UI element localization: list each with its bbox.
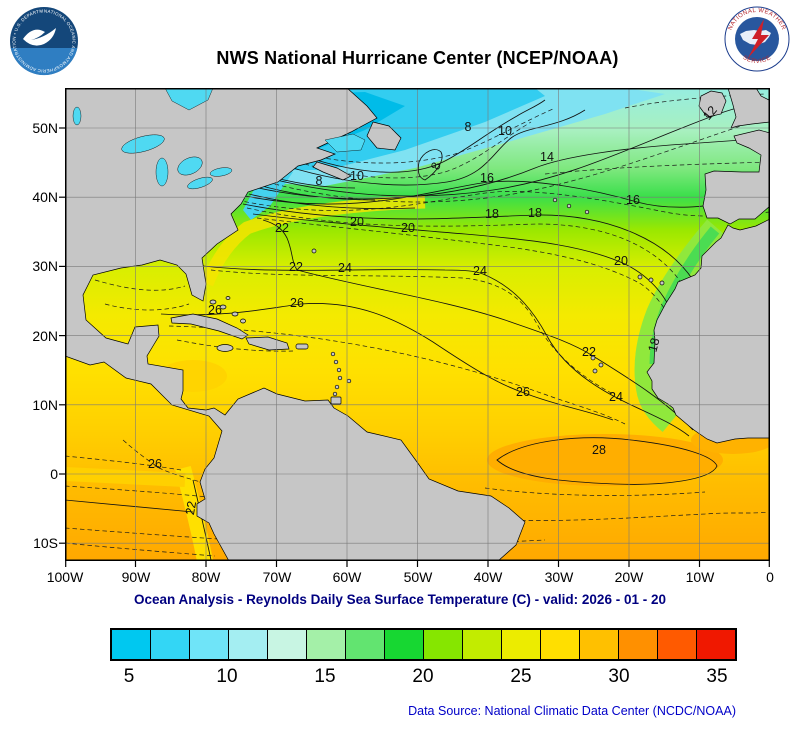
inland-water	[72, 88, 366, 190]
land	[65, 88, 770, 561]
noaa-gull-icon	[23, 28, 56, 46]
colorbar-cell	[423, 630, 462, 659]
lon-label: 100W	[46, 569, 84, 585]
land-puerto-rico	[295, 343, 309, 350]
colorbar-tick-label: 15	[314, 666, 336, 687]
lake-winnipeg	[72, 106, 82, 126]
nws-lightning-icon	[748, 19, 769, 58]
colorbar-cell	[345, 630, 384, 659]
lon-label: 90W	[121, 569, 151, 585]
lon-axis-ticks	[65, 561, 770, 567]
lat-label: 0	[50, 466, 58, 482]
colorbar-cell	[462, 630, 501, 659]
colorbar-tick-label: 35	[706, 666, 728, 687]
land-hispaniola	[245, 336, 290, 351]
colorbar	[110, 628, 737, 661]
colorbar-cell	[501, 630, 540, 659]
lon-label: 10W	[685, 569, 715, 585]
hudson-bay	[164, 88, 214, 111]
colorbar-cell	[267, 630, 306, 659]
colorbar-tick-label: 10	[216, 666, 238, 687]
lat-label: 30N	[32, 258, 58, 274]
lon-label: 40W	[473, 569, 503, 585]
nws-ring-text-bottom: SERVICE	[742, 55, 772, 65]
colorbar-cell	[112, 630, 150, 659]
data-source-note: Data Source: National Climatic Data Cent…	[408, 704, 736, 718]
map-caption: Ocean Analysis - Reynolds Daily Sea Surf…	[134, 592, 666, 607]
lake-michigan	[155, 157, 169, 187]
land-cuba	[170, 313, 249, 340]
lake-ontario	[209, 167, 233, 177]
lon-label: 0	[766, 569, 774, 585]
lon-label: 30W	[544, 569, 574, 585]
land-britain	[727, 88, 770, 129]
noaa-logo: NATIONAL OCEANIC AND ATMOSPHERIC ADMINIS…	[8, 5, 78, 76]
colorbar-cell	[579, 630, 618, 659]
land-ireland	[698, 90, 727, 118]
colorbar-cell	[384, 630, 423, 659]
lat-label: 50N	[32, 120, 58, 136]
lat-axis-ticks	[59, 127, 65, 544]
lon-label: 20W	[614, 569, 644, 585]
lon-label: 80W	[191, 569, 221, 585]
colorbar-tick-label: 5	[123, 666, 135, 687]
land-africa	[646, 218, 770, 444]
lat-label: 40N	[32, 189, 58, 205]
land-newfoundland	[366, 121, 402, 151]
sst-map	[65, 88, 770, 561]
lon-label: 70W	[262, 569, 292, 585]
lat-label: 10N	[32, 397, 58, 413]
graticule	[65, 88, 770, 561]
colorbar-tick-label: 30	[608, 666, 630, 687]
land-bermuda	[311, 248, 317, 254]
colorbar-cell	[228, 630, 267, 659]
colorbar-cell	[189, 630, 228, 659]
land-nova-scotia	[312, 161, 352, 181]
land-jamaica	[216, 344, 234, 352]
land-europe	[702, 129, 770, 225]
colorbar-cell	[618, 630, 657, 659]
colorbar-tick-label: 20	[412, 666, 434, 687]
page-title: NWS National Hurricane Center (NCEP/NOAA…	[216, 48, 619, 68]
map-frame	[65, 88, 770, 561]
noaa-logo-sea	[10, 48, 78, 76]
lat-label: 10S	[33, 535, 58, 551]
lat-label: 20N	[32, 328, 58, 344]
nws-logo: NATIONAL WEATHER SERVICE	[724, 6, 790, 72]
lon-label: 50W	[403, 569, 433, 585]
colorbar-cell	[150, 630, 189, 659]
colorbar-cell	[657, 630, 696, 659]
colorbar-cell	[540, 630, 579, 659]
colorbar-cell	[306, 630, 345, 659]
land-americas	[65, 88, 526, 561]
colorbar-tick-label: 25	[510, 666, 532, 687]
land-trinidad	[330, 396, 342, 405]
lake-superior	[121, 134, 165, 154]
svg-text:SERVICE: SERVICE	[742, 55, 773, 65]
colorbar-cell	[696, 630, 735, 659]
lake-huron	[177, 156, 203, 176]
lon-label: 60W	[332, 569, 362, 585]
gulf-of-st-lawrence	[324, 133, 366, 153]
